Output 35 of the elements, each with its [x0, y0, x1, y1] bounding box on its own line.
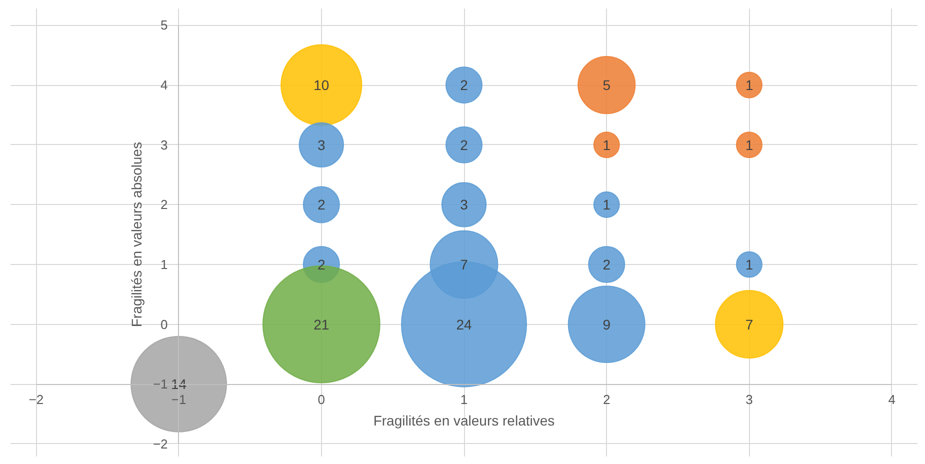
data-label: 1 [602, 136, 611, 153]
y-tick-label: 0 [160, 316, 168, 332]
data-label: 9 [602, 316, 611, 332]
x-tick-label: −1 [171, 392, 186, 408]
data-label: 7 [745, 316, 754, 332]
x-tick-label: 1 [460, 392, 468, 408]
data-label: 3 [317, 136, 326, 153]
data-label: 1 [745, 136, 754, 153]
data-label: 1 [745, 77, 754, 94]
data-label: 1 [745, 256, 754, 272]
y-tick-label: −1 [152, 376, 168, 392]
data-label: 7 [460, 256, 468, 272]
y-tick-label: 3 [160, 137, 168, 152]
y-tick-label: 4 [160, 78, 168, 93]
data-label: 2 [460, 77, 468, 94]
data-label: 2 [460, 136, 468, 153]
y-axis-title: Fragilités en valeurs absolues [128, 142, 145, 328]
x-tick-label: 0 [318, 392, 326, 408]
x-tick-label: 2 [602, 392, 610, 408]
data-label: 24 [456, 316, 472, 332]
x-axis-title: Fragilités en valeurs relatives [373, 412, 555, 428]
data-label: 21 [314, 316, 330, 332]
y-tick-label: 1 [160, 257, 168, 272]
x-tick-label: 4 [888, 392, 896, 408]
data-label: 5 [602, 77, 611, 94]
y-tick-label: −2 [152, 436, 168, 452]
y-tick-label: 5 [160, 18, 168, 33]
data-label: 1 [602, 196, 611, 213]
data-label: 10 [314, 77, 330, 94]
y-tick-label: 2 [160, 197, 168, 212]
data-label: 2 [317, 196, 326, 213]
x-tick-label: −2 [28, 392, 44, 408]
x-tick-label: 3 [746, 392, 753, 408]
data-label: 3 [460, 196, 468, 213]
data-label: 2 [602, 256, 611, 272]
